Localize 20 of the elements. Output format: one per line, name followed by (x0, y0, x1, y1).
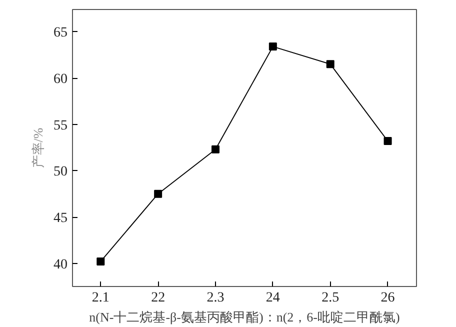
y-axis-title: 产率/% (30, 128, 46, 168)
y-tick-label: 65 (54, 26, 68, 41)
point (154, 190, 162, 198)
point (326, 60, 334, 68)
point (268, 42, 277, 51)
x-tick-label: 24 (266, 290, 280, 306)
x-tick-label: 26 (380, 290, 395, 306)
y-tick-label: 60 (54, 72, 68, 88)
x-axis-title: n(N-十二烷基-β-氨基丙酸甲酯)：n(2，6-吡啶二甲酰氯) (89, 310, 400, 324)
point (212, 145, 220, 154)
point (96, 257, 105, 266)
y-tick-label: 50 (54, 164, 68, 180)
x-tick-label: 2.1 (92, 290, 110, 306)
y-tick-label: 45 (54, 211, 68, 226)
y-tick-label: 40 (54, 257, 68, 272)
point (384, 137, 392, 146)
x-tick-label: 2.3 (206, 290, 224, 306)
x-tick-label: 22 (151, 290, 166, 306)
y-tick-label: 55 (54, 118, 68, 134)
x-tick-label: 2.5 (322, 290, 340, 306)
